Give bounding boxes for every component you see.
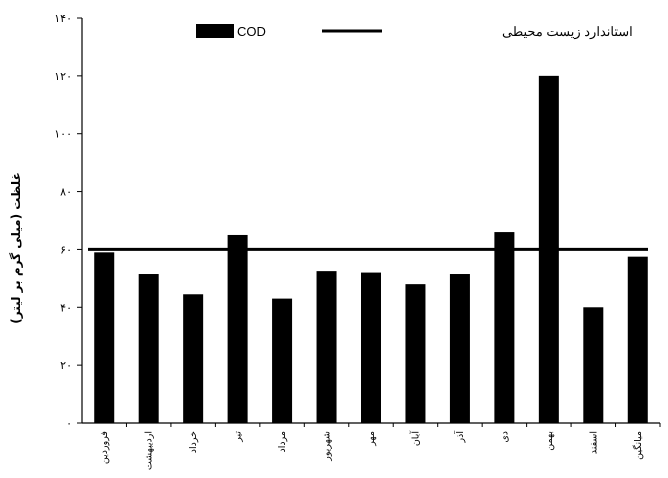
x-tick-label: فروردین <box>99 431 110 464</box>
x-tick-label: دی <box>499 431 510 443</box>
bar-3 <box>227 234 248 423</box>
x-tick-label: میانگین <box>632 431 644 460</box>
x-tick-label: خرداد <box>188 431 199 453</box>
x-tick-label: اسفند <box>588 431 599 454</box>
bars-group <box>94 75 648 423</box>
bar-5 <box>316 271 337 423</box>
bar-2 <box>183 294 204 423</box>
bar-11 <box>583 307 604 423</box>
bar-8 <box>449 274 470 423</box>
y-tick-label: ۱۲۰ <box>54 70 72 83</box>
x-tick-label: آبان <box>408 431 421 447</box>
legend-swatch-cod <box>196 24 234 38</box>
x-tick-label: مرداد <box>277 431 288 452</box>
bar-0 <box>94 252 115 423</box>
x-tick-label: شهریور <box>322 431 333 462</box>
y-tick-label: ۴۰ <box>60 301 72 314</box>
y-tick-label: ۱۴۰ <box>54 12 72 25</box>
bar-9 <box>494 232 515 423</box>
y-tick-label: ۶۰ <box>60 243 72 256</box>
bar-7 <box>405 284 426 423</box>
y-tick-label: ۲۰ <box>60 359 72 372</box>
x-tick-label: اردیبهشت <box>144 431 155 470</box>
legend-label-cod: COD <box>237 24 266 39</box>
y-tick-label: ۰ <box>66 417 72 430</box>
x-tick-label: آذر <box>453 431 466 444</box>
legend-label-standard: استاندارد زیست محیطی <box>502 24 633 40</box>
y-tick-label: ۱۰۰ <box>54 128 72 141</box>
y-tick-label: ۸۰ <box>60 186 72 199</box>
y-axis-label: غلظت (میلی گرم بر لیتر) <box>9 172 24 324</box>
x-tick-label: بهمن <box>544 431 555 451</box>
bar-6 <box>361 272 381 423</box>
bar-12 <box>627 256 648 423</box>
chart-legend: COD استاندارد زیست محیطی <box>196 24 633 40</box>
x-ticks-group: فروردین اردیبهشت خرداد تیر مرداد شهریور مهر آبا… <box>99 423 661 470</box>
bar-1 <box>138 274 159 423</box>
x-tick-label: تیر <box>233 431 244 443</box>
bar-4 <box>272 298 293 423</box>
x-tick-label: مهر <box>366 431 377 447</box>
y-ticks-group: ۰ ۲۰ ۴۰ ۶۰ ۸۰ ۱۰۰ ۱۲۰ ۱۴۰ <box>54 12 82 430</box>
